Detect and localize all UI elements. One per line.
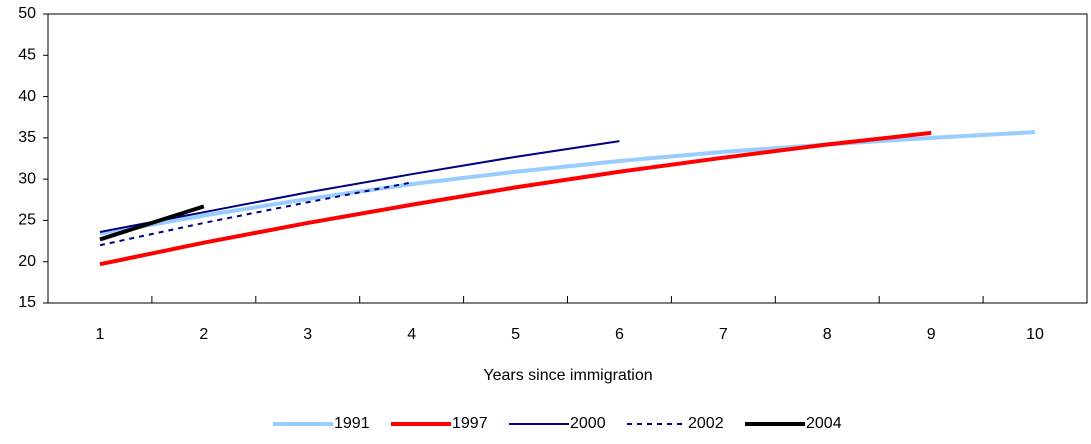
y-tick-label: 50 xyxy=(18,5,36,22)
y-tick-label: 40 xyxy=(18,88,36,105)
y-tick-label: 30 xyxy=(18,170,36,187)
x-tick-label: 4 xyxy=(407,326,416,343)
x-tick-label: 7 xyxy=(719,326,728,343)
legend-label: 2000 xyxy=(570,415,606,432)
x-tick-label: 2 xyxy=(199,326,208,343)
legend-label: 1991 xyxy=(334,415,370,432)
legend-label: 2002 xyxy=(688,415,724,432)
legend-label: 1997 xyxy=(452,415,488,432)
x-tick-label: 6 xyxy=(615,326,624,343)
series-line xyxy=(99,130,932,267)
x-tick-label: 8 xyxy=(823,326,832,343)
x-tick-label: 1 xyxy=(95,326,104,343)
x-tick-label: 5 xyxy=(511,326,520,343)
y-tick-label: 45 xyxy=(18,47,36,64)
series-line xyxy=(99,140,620,233)
x-tick-label: 9 xyxy=(927,326,936,343)
x-tick-label: 10 xyxy=(1026,326,1044,343)
x-axis-title: Years since immigration xyxy=(483,367,652,384)
y-tick-label: 20 xyxy=(18,253,36,270)
series-line xyxy=(99,130,1036,236)
plot-border xyxy=(47,13,1088,304)
legend-label: 2004 xyxy=(806,415,842,432)
y-tick-label: 35 xyxy=(18,129,36,146)
y-tick-label: 15 xyxy=(18,294,36,311)
y-tick-label: 25 xyxy=(18,212,36,229)
x-tick-label: 3 xyxy=(303,326,312,343)
series-line xyxy=(99,181,412,247)
series-line xyxy=(99,204,205,242)
